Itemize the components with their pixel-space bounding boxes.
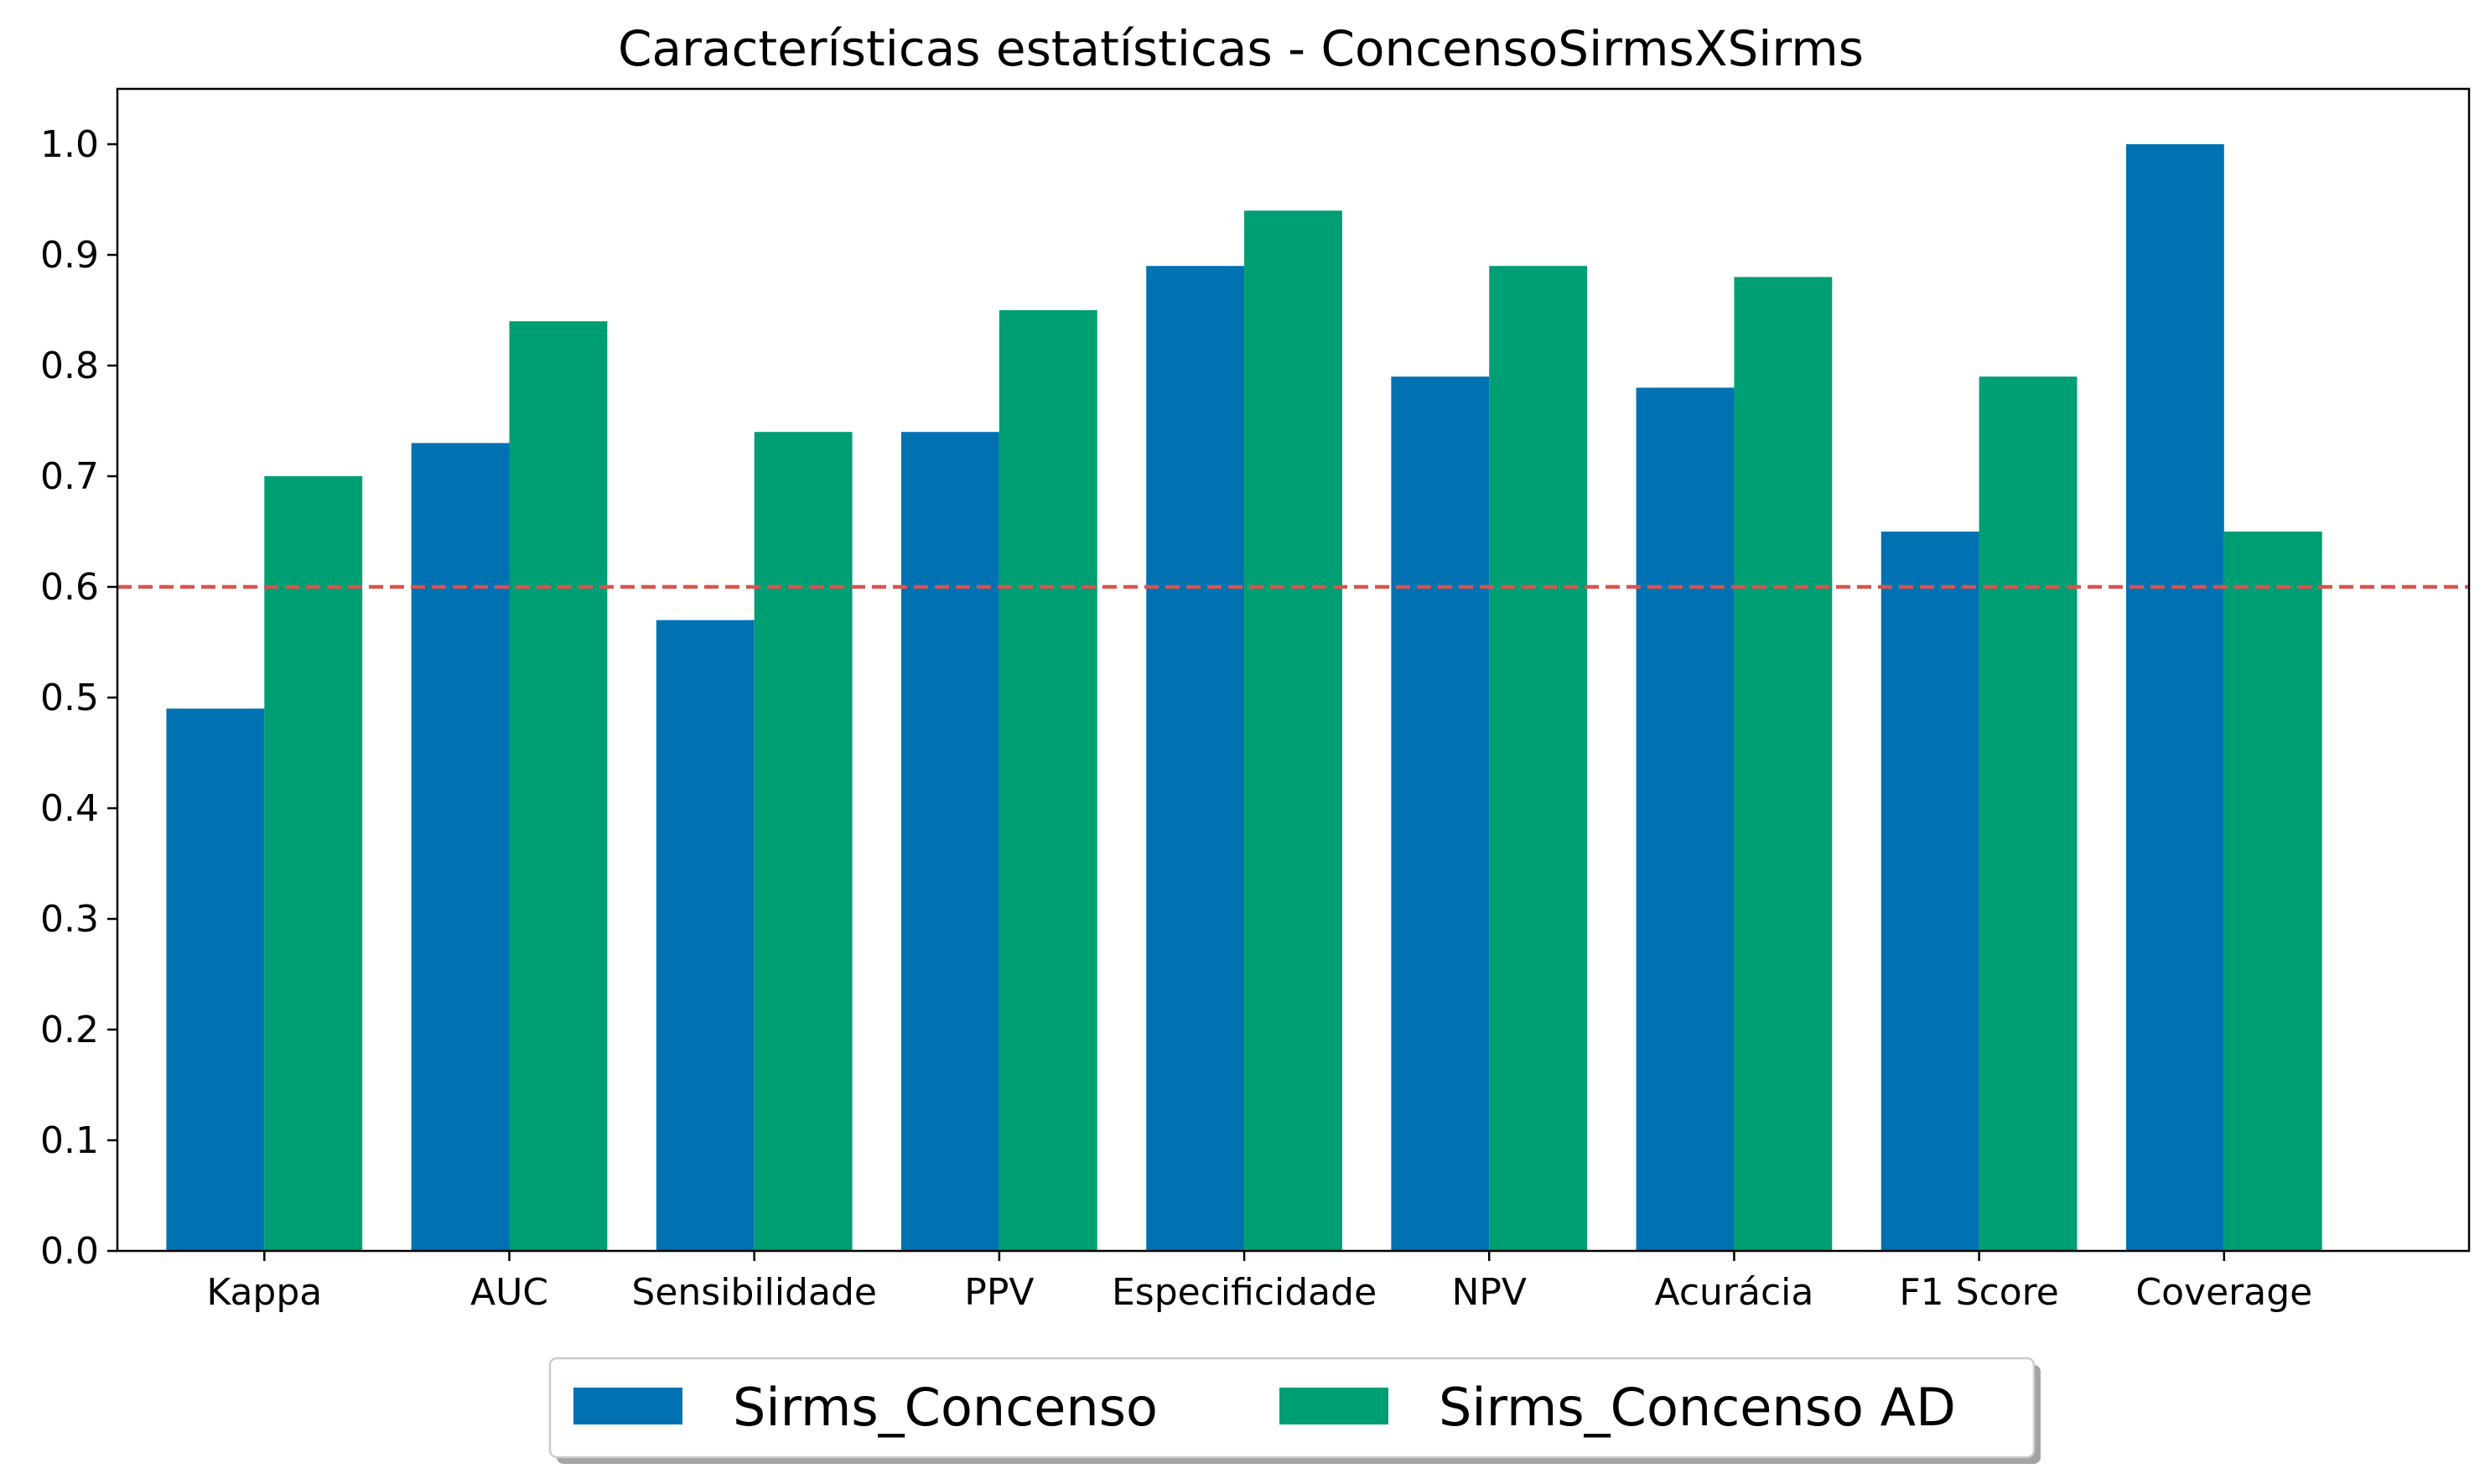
y-tick-label: 0.9	[40, 234, 99, 277]
bar-sirms-concenso-npv	[1391, 376, 1490, 1252]
bar-sirms-concenso-especificidade	[1146, 266, 1245, 1252]
bar-sirms-concenso-ad-especificidade	[1244, 210, 1342, 1252]
y-tick-label: 0.7	[40, 455, 99, 498]
x-tick-label: F1 Score	[1899, 1271, 2059, 1314]
bar-sirms-concenso-ad-ppv	[999, 310, 1097, 1251]
y-tick-label: 0.8	[40, 345, 99, 387]
bar-sirms-concenso-acur-cia	[1636, 387, 1735, 1251]
axes-layer	[116, 87, 2471, 1253]
bar-sirms-concenso-ad-coverage	[2223, 532, 2322, 1251]
x-tick-label: Especificidade	[1112, 1271, 1377, 1314]
legend-label-sirms-concenso-ad: Sirms_Concenso AD	[1439, 1377, 1956, 1438]
chart-title: Características estatísticas - ConcensoS…	[618, 20, 1864, 77]
bars-layer	[166, 144, 2322, 1252]
x-tick-label: AUC	[470, 1271, 548, 1314]
y-tick-label: 0.0	[40, 1230, 99, 1273]
x-tick-label: Acurácia	[1655, 1271, 1814, 1314]
legend-label-sirms-concenso: Sirms_Concenso	[733, 1377, 1158, 1438]
y-tick-label: 0.6	[40, 566, 99, 609]
x-tick-label: NPV	[1451, 1271, 1527, 1314]
bar-sirms-concenso-f1-score	[1880, 532, 1979, 1251]
y-tick-label: 1.0	[40, 123, 99, 166]
bar-sirms-concenso-ppv	[901, 432, 999, 1251]
bar-sirms-concenso-ad-f1-score	[1979, 376, 2078, 1252]
legend-swatch-sirms-concenso-ad	[1279, 1388, 1388, 1424]
y-tick-label: 0.4	[40, 787, 99, 830]
bar-sirms-concenso-ad-sensibilidade	[754, 432, 853, 1251]
x-tick-label: Kappa	[206, 1271, 322, 1314]
y-tick-label: 0.1	[40, 1119, 99, 1162]
y-tick-label: 0.5	[40, 677, 99, 719]
bar-sirms-concenso-kappa	[166, 708, 265, 1251]
bar-sirms-concenso-sensibilidade	[656, 620, 755, 1251]
x-tick-label: Coverage	[2135, 1271, 2312, 1314]
bar-sirms-concenso-coverage	[2125, 144, 2224, 1251]
bar-sirms-concenso-auc	[411, 443, 510, 1251]
x-tick-label: Sensibilidade	[631, 1271, 877, 1314]
legend-swatch-sirms-concenso	[573, 1388, 682, 1424]
bar-sirms-concenso-ad-npv	[1489, 266, 1588, 1252]
ticks-layer: 0.0 0.1 0.2 0.3 0.4 0.5 0.6 0.7 0.8 0.9 1.0 Kappa AU…	[40, 123, 2312, 1314]
bar-sirms-concenso-ad-acur-cia	[1734, 277, 1833, 1251]
legend: Sirms_Concenso Sirms_Concenso AD	[548, 1357, 2041, 1464]
y-tick-label: 0.2	[40, 1009, 99, 1051]
x-tick-label: PPV	[964, 1271, 1034, 1314]
bar-sirms-concenso-ad-kappa	[264, 476, 363, 1251]
bar-sirms-concenso-ad-auc	[509, 321, 608, 1252]
y-tick-label: 0.3	[40, 898, 99, 941]
plot-frame	[116, 87, 2471, 1253]
